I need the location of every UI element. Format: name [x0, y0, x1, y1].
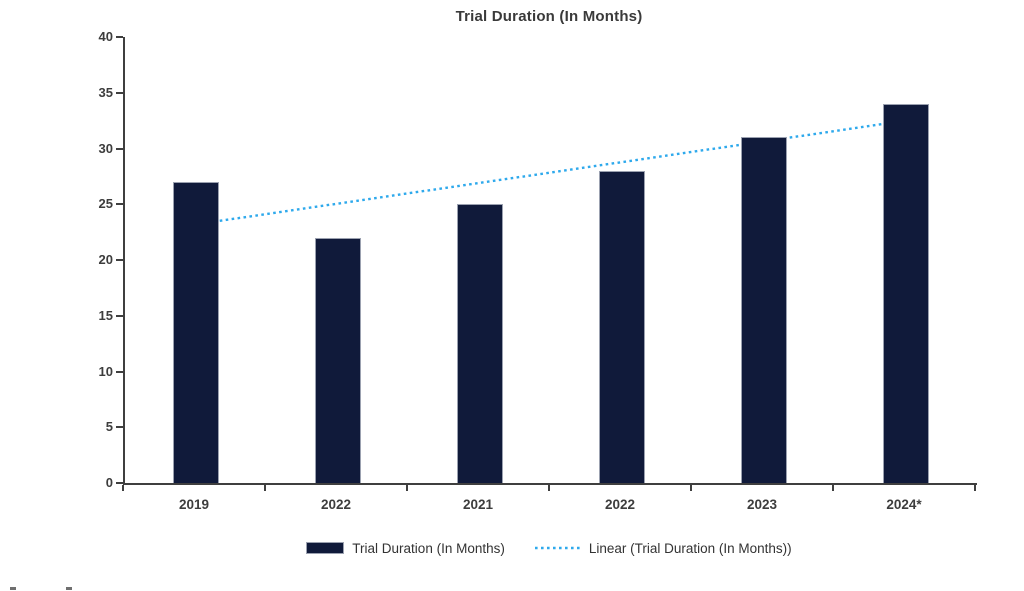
x-tick-mark: [548, 485, 550, 491]
x-tick-mark: [832, 485, 834, 491]
y-tick-mark: [116, 482, 123, 484]
y-tick-mark: [116, 370, 123, 373]
y-tick-mark: [116, 147, 123, 150]
x-tick-label-2023: 2023: [746, 497, 778, 512]
x-tick-mark: [974, 485, 976, 491]
x-tick-mark: [690, 485, 692, 491]
x-tick-label-2022: 2022: [320, 497, 352, 512]
x-tick-mark: [264, 485, 266, 491]
cropped-text-fragment: [66, 587, 72, 590]
legend: Trial Duration (In Months) Linear (Trial…: [123, 538, 975, 558]
y-tick-label-25: 25: [98, 196, 113, 212]
plot-area: [123, 37, 977, 485]
y-tick-mark: [116, 426, 123, 429]
y-tick-mark: [116, 203, 123, 206]
y-tick-label-5: 5: [105, 419, 113, 435]
bar-2024*: [883, 103, 929, 483]
bar-2023: [741, 137, 787, 483]
x-tick-label-2022: 2022: [604, 497, 636, 512]
y-tick-label-20: 20: [98, 252, 113, 267]
y-tick-label-35: 35: [98, 84, 113, 100]
bar-2022: [315, 237, 361, 483]
y-tick-label-15: 15: [98, 307, 113, 323]
legend-trend-label: Linear (Trial Duration (In Months)): [588, 540, 792, 556]
y-tick-label-40: 40: [98, 29, 113, 44]
x-tick-label-2019: 2019: [178, 497, 210, 512]
y-tick-mark: [116, 91, 123, 94]
y-tick-mark: [116, 259, 123, 261]
chart-title: Trial Duration (In Months): [455, 8, 643, 25]
bar-2022: [599, 170, 645, 483]
y-tick-label-30: 30: [98, 140, 113, 156]
x-tick-label-2024*: 2024*: [886, 497, 922, 512]
y-tick-mark: [116, 314, 123, 317]
trendline-path: [195, 119, 907, 226]
bar-2021: [457, 204, 503, 483]
legend-bar-swatch: [306, 542, 345, 554]
y-tick-mark: [116, 36, 123, 38]
legend-bar-label: Trial Duration (In Months): [352, 540, 505, 556]
x-tick-label-2021: 2021: [462, 497, 494, 512]
y-tick-label-10: 10: [98, 363, 113, 379]
bar-2019: [173, 181, 219, 483]
trendline: [195, 119, 907, 226]
legend-trendline-swatch: [534, 546, 581, 550]
cropped-text-fragment: [10, 587, 16, 590]
y-tick-label-0: 0: [105, 475, 113, 490]
x-tick-mark: [406, 485, 408, 491]
x-tick-mark: [122, 485, 124, 491]
